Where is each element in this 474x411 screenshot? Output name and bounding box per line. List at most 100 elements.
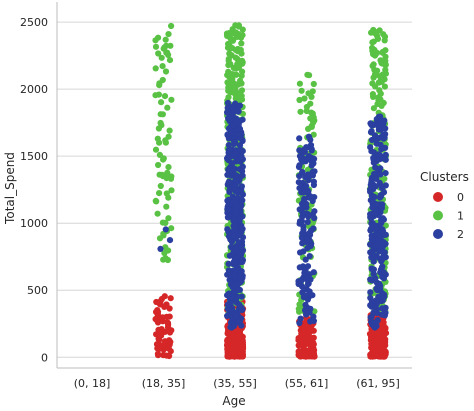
data-point-cluster-2 [232, 188, 239, 195]
data-point-cluster-2 [233, 207, 240, 215]
data-point-cluster-1 [166, 57, 174, 64]
data-point-cluster-2 [382, 151, 389, 158]
data-point-cluster-0 [164, 319, 171, 326]
data-point-cluster-1 [168, 96, 175, 103]
data-point-cluster-1 [152, 146, 160, 153]
legend-marker [433, 210, 443, 221]
legend: Clusters 0 1 2 [420, 170, 469, 241]
data-point-cluster-0 [160, 351, 167, 358]
data-point-cluster-1 [156, 190, 163, 197]
data-point-cluster-1 [158, 99, 165, 106]
data-point-cluster-1 [155, 161, 162, 169]
x-tick-label: (35, 55] [213, 377, 257, 390]
data-point-cluster-1 [382, 47, 389, 54]
data-point-cluster-0 [161, 293, 168, 300]
data-point-cluster-2 [297, 249, 304, 256]
data-point-cluster-0 [372, 350, 379, 358]
data-point-cluster-2 [298, 277, 305, 284]
data-point-cluster-1 [380, 31, 387, 38]
data-point-cluster-2 [303, 311, 310, 318]
data-point-cluster-2 [224, 292, 231, 299]
data-point-cluster-2 [368, 215, 375, 222]
data-point-cluster-2 [378, 258, 385, 265]
data-point-cluster-0 [303, 331, 310, 338]
data-point-cluster-1 [296, 80, 303, 87]
data-point-cluster-2 [239, 197, 246, 204]
data-point-cluster-2 [225, 125, 233, 132]
data-point-cluster-2 [375, 151, 382, 158]
data-point-cluster-2 [300, 146, 308, 153]
data-point-cluster-2 [309, 172, 316, 179]
data-point-cluster-1 [168, 173, 175, 180]
data-point-cluster-2 [299, 240, 306, 247]
legend-title: Clusters [420, 170, 469, 184]
data-point-cluster-2 [226, 206, 233, 213]
data-point-cluster-2 [373, 140, 380, 147]
data-point-cluster-1 [310, 131, 317, 138]
data-point-cluster-2 [368, 225, 375, 232]
data-point-cluster-0 [154, 345, 161, 352]
data-point-cluster-2 [239, 257, 246, 264]
data-point-cluster-2 [300, 226, 307, 233]
data-point-cluster-2 [233, 115, 240, 122]
data-point-cluster-2 [378, 146, 385, 153]
data-point-cluster-0 [369, 341, 377, 348]
data-point-cluster-2 [295, 163, 303, 171]
data-point-cluster-1 [159, 63, 166, 70]
data-point-cluster-2 [229, 283, 236, 290]
data-point-cluster-2 [229, 294, 236, 301]
data-point-cluster-2 [225, 141, 232, 149]
data-point-cluster-1 [238, 40, 245, 47]
data-point-cluster-2 [307, 318, 314, 325]
data-point-cluster-2 [225, 110, 232, 117]
y-tick-label: 1500 [20, 150, 48, 163]
data-point-cluster-2 [367, 188, 374, 195]
data-point-cluster-0 [376, 340, 383, 347]
data-point-cluster-2 [372, 308, 379, 316]
data-point-cluster-1 [162, 36, 169, 43]
data-point-cluster-2 [305, 155, 312, 162]
data-point-cluster-2 [310, 160, 317, 167]
data-point-cluster-2 [382, 170, 389, 177]
data-point-cluster-1 [298, 87, 305, 94]
data-point-cluster-0 [381, 349, 388, 356]
data-point-cluster-0 [226, 337, 233, 344]
data-point-cluster-2 [307, 136, 314, 143]
data-point-cluster-2 [299, 213, 306, 220]
data-point-cluster-1 [226, 42, 233, 49]
data-point-cluster-2 [238, 188, 245, 195]
data-point-cluster-1 [226, 73, 233, 80]
data-point-cluster-1 [305, 90, 312, 97]
data-point-cluster-1 [235, 64, 242, 71]
data-point-cluster-2 [370, 159, 377, 166]
data-point-cluster-2 [236, 279, 243, 286]
legend-label: 1 [457, 210, 464, 223]
data-point-cluster-1 [162, 244, 169, 251]
data-point-cluster-1 [230, 64, 237, 71]
data-point-cluster-2 [374, 299, 381, 306]
data-point-cluster-2 [370, 323, 378, 330]
data-point-cluster-1 [157, 111, 164, 118]
data-point-cluster-0 [161, 328, 168, 335]
y-tick-labels: 0 500 1000 1500 2000 2500 [20, 16, 48, 364]
data-point-cluster-2 [305, 177, 312, 184]
data-point-cluster-0 [295, 342, 302, 349]
data-point-cluster-1 [378, 102, 385, 109]
data-point-cluster-2 [239, 234, 247, 241]
data-point-cluster-1 [310, 80, 317, 88]
data-point-cluster-2 [232, 172, 239, 179]
data-point-cluster-0 [309, 335, 316, 342]
data-point-cluster-0 [226, 332, 233, 339]
data-point-cluster-2 [296, 185, 303, 192]
data-point-cluster-2 [370, 266, 377, 273]
data-point-cluster-2 [369, 252, 376, 259]
data-point-cluster-1 [382, 57, 389, 64]
data-point-cluster-2 [238, 244, 245, 251]
data-point-cluster-2 [304, 219, 311, 226]
data-point-cluster-2 [224, 214, 231, 221]
data-point-cluster-0 [228, 345, 236, 352]
data-point-cluster-1 [166, 127, 173, 134]
data-point-cluster-1 [155, 34, 162, 41]
legend-label: 0 [457, 191, 464, 204]
data-point-cluster-2 [380, 269, 387, 276]
